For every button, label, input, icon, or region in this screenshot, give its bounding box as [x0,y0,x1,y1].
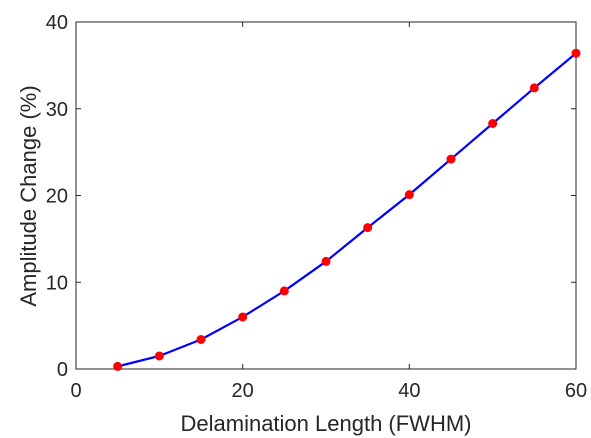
y-tick-label: 0 [57,359,68,381]
data-point [321,256,331,266]
data-point [363,223,373,233]
data-point [529,83,539,93]
tick-labels: 0 20 40 60 0 10 20 30 40 [46,12,587,402]
data-point [238,312,248,322]
data-point [446,154,456,164]
data-markers [113,48,581,371]
data-point [404,190,414,200]
x-tick-label: 0 [70,380,81,402]
series-lines [117,52,577,368]
data-point [113,361,123,371]
plot-area [75,21,577,370]
y-tick-label: 30 [46,99,68,121]
axis-ticks [75,21,577,370]
series-line [117,52,577,368]
x-tick-label: 60 [565,380,587,402]
y-tick-label: 40 [46,12,68,34]
data-point [279,286,289,296]
data-point [488,118,498,128]
data-point [196,335,206,345]
data-point [571,48,581,58]
y-tick-label: 20 [46,186,68,208]
data-point [154,351,164,361]
y-axis-label: Amplitude Change (%) [16,85,41,306]
x-axis-label: Delamination Length (FWHM) [181,411,472,436]
x-tick-label: 20 [232,380,254,402]
y-tick-label: 10 [46,272,68,294]
x-tick-label: 40 [398,380,420,402]
